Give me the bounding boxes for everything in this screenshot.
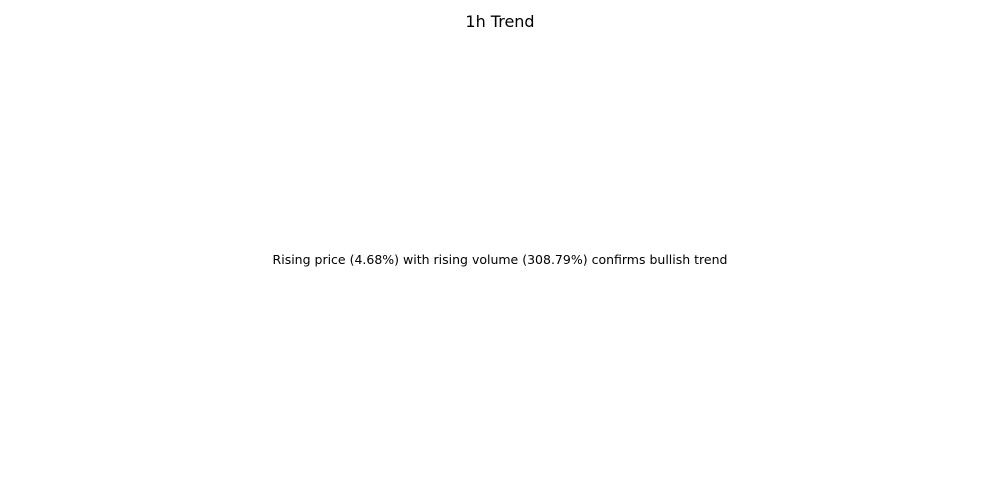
trend-message: Rising price (4.68%) with rising volume … [272, 252, 728, 267]
figure-title: 1h Trend [465, 12, 535, 31]
